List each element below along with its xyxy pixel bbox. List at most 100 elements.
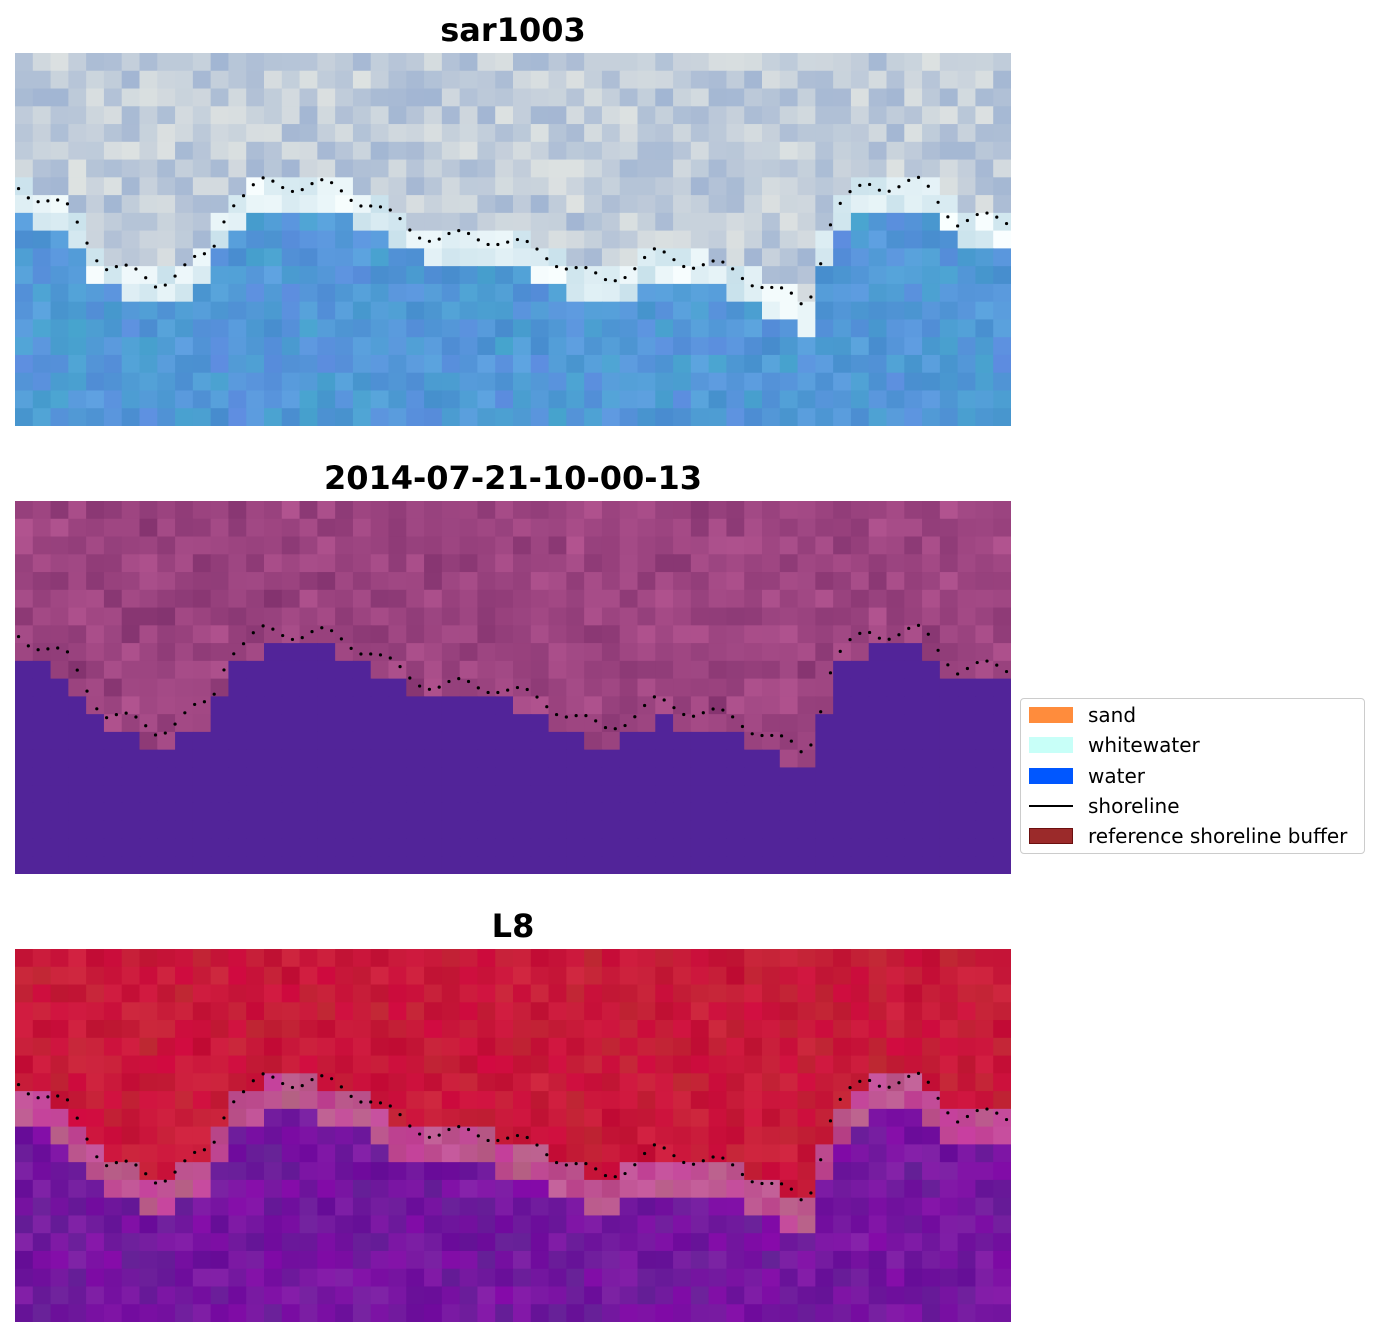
image-pixel (513, 212, 532, 232)
image-pixel (833, 607, 852, 626)
image-pixel (957, 88, 977, 107)
image-pixel (495, 785, 514, 804)
image-pixel (673, 625, 692, 644)
shoreline-dot (320, 626, 324, 630)
image-pixel (477, 301, 496, 321)
image-pixel (744, 767, 763, 786)
image-pixel (103, 501, 123, 520)
image-pixel (192, 785, 212, 804)
image-pixel (744, 1091, 763, 1110)
image-pixel (317, 856, 336, 874)
image-pixel (299, 1091, 318, 1110)
image-pixel (868, 1179, 888, 1199)
image-pixel (50, 966, 69, 986)
image-pixel (566, 266, 585, 285)
image-pixel (922, 177, 941, 196)
image-pixel (886, 337, 905, 356)
shoreline-dot (418, 684, 422, 688)
shoreline-dot (545, 257, 549, 261)
image-pixel (637, 88, 656, 107)
shoreline-dot (105, 268, 109, 272)
image-pixel (121, 838, 141, 857)
image-pixel (370, 1020, 390, 1039)
shoreline-dot (711, 707, 715, 711)
image-pixel (868, 70, 888, 90)
image-pixel (744, 1002, 763, 1021)
image-pixel (281, 785, 301, 804)
shoreline-dot (643, 703, 647, 708)
image-pixel (993, 212, 1011, 232)
image-pixel (103, 625, 123, 644)
image-pixel (228, 625, 247, 644)
image-pixel (370, 53, 390, 72)
image-pixel (601, 390, 621, 409)
image-pixel (210, 372, 230, 392)
image-pixel (228, 749, 247, 769)
image-pixel (762, 984, 781, 1003)
shoreline-dot (232, 1100, 236, 1104)
image-pixel (530, 518, 550, 538)
image-pixel (121, 1055, 141, 1074)
shoreline-dot (153, 733, 158, 737)
shoreline-dot (398, 217, 402, 221)
image-pixel (388, 1233, 407, 1252)
image-pixel (139, 536, 158, 555)
image-pixel (317, 390, 336, 409)
image-pixel (655, 785, 674, 804)
image-pixel (797, 1126, 816, 1145)
image-pixel (121, 124, 141, 143)
shoreline-dot (427, 239, 432, 243)
image-pixel (673, 1215, 692, 1234)
image-pixel (566, 1108, 585, 1128)
image-pixel (424, 1286, 443, 1305)
image-pixel (601, 266, 621, 285)
image-pixel (566, 984, 585, 1003)
image-pixel (246, 820, 265, 840)
image-pixel (655, 354, 674, 374)
image-pixel (15, 1197, 34, 1217)
image-pixel (975, 70, 994, 90)
image-pixel (495, 212, 514, 232)
image-pixel (566, 838, 585, 857)
image-pixel (993, 337, 1011, 356)
image-pixel (157, 212, 176, 232)
image-pixel (50, 1286, 69, 1305)
image-pixel (317, 1037, 336, 1057)
image-pixel (228, 966, 247, 986)
image-pixel (584, 1268, 603, 1288)
image-pixel (192, 301, 212, 321)
image-pixel (192, 1144, 212, 1163)
image-pixel (477, 518, 496, 538)
shoreline-dot (163, 731, 167, 735)
image-pixel (352, 856, 372, 874)
image-pixel (726, 1037, 745, 1057)
image-pixel (121, 1268, 141, 1288)
image-pixel (264, 572, 283, 591)
image-pixel (86, 1162, 105, 1181)
image-pixel (441, 536, 461, 555)
image-pixel (922, 660, 941, 680)
panel-title-1: sar1003 (440, 11, 586, 49)
legend-label: water (1088, 764, 1145, 788)
image-pixel (868, 536, 888, 555)
image-pixel (264, 678, 283, 697)
image-pixel (68, 124, 87, 143)
image-pixel (192, 266, 212, 285)
image-pixel (548, 1108, 567, 1128)
image-pixel (32, 518, 52, 538)
image-pixel (975, 1304, 994, 1322)
reference-buffer-swatch (1029, 828, 1073, 844)
image-pixel (281, 266, 301, 285)
image-pixel (939, 838, 959, 857)
image-pixel (68, 1179, 87, 1199)
image-pixel (210, 319, 230, 338)
image-pixel (86, 536, 105, 555)
image-pixel (477, 767, 496, 786)
image-pixel (673, 856, 692, 874)
image-pixel (68, 266, 87, 285)
image-pixel (424, 767, 443, 786)
image-pixel (708, 354, 728, 374)
image-pixel (904, 1108, 923, 1128)
image-pixel (281, 643, 301, 662)
image-pixel (619, 949, 639, 968)
